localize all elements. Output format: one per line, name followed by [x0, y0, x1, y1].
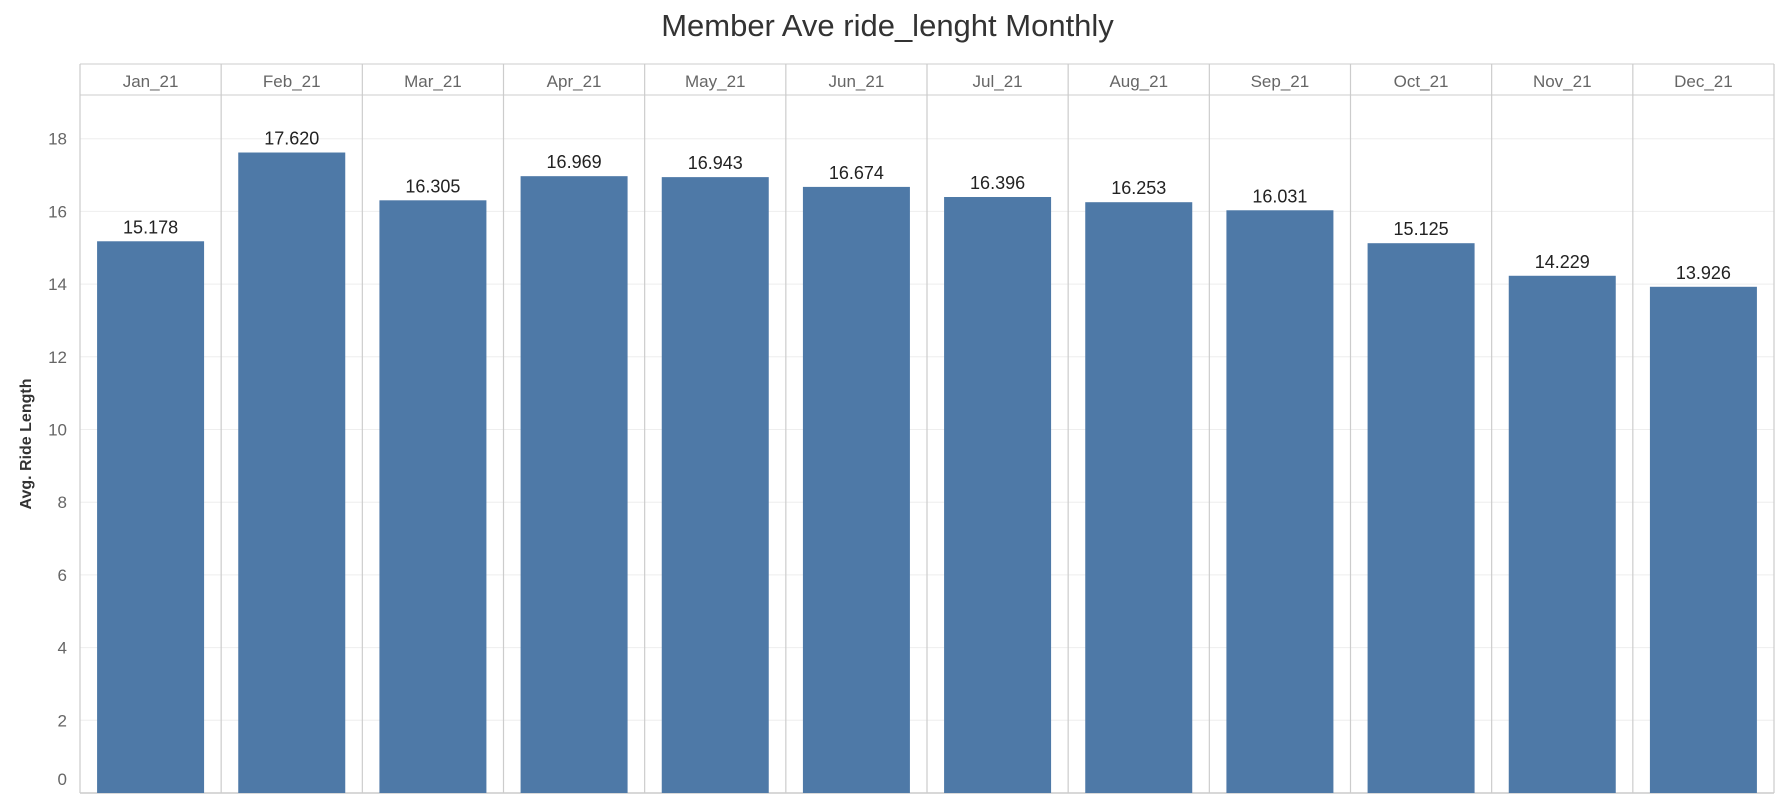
data-label: 13.926: [1676, 263, 1731, 283]
data-label: 16.969: [547, 152, 602, 172]
bar-sep-21: [1226, 210, 1334, 794]
y-tick-label: 14: [48, 275, 67, 294]
column-header: Mar_21: [404, 72, 462, 91]
column-header: Aug_21: [1109, 72, 1168, 91]
chart-title: Member Ave ride_lenght Monthly: [661, 8, 1114, 43]
data-label: 15.178: [123, 217, 178, 237]
column-header: Feb_21: [263, 72, 321, 91]
column-header: Jan_21: [123, 72, 179, 91]
data-label: 14.229: [1535, 252, 1590, 272]
y-tick-label: 6: [58, 566, 67, 585]
y-tick-label: 4: [58, 639, 67, 658]
y-axis-ticks: 0 2 4 6 8 10 12 14 16 18: [48, 130, 67, 789]
column-header: Sep_21: [1251, 72, 1310, 91]
bar-nov-21: [1508, 275, 1616, 793]
column-header: Nov_21: [1533, 72, 1592, 91]
data-label: 15.125: [1394, 219, 1449, 239]
data-label: 16.031: [1252, 186, 1307, 206]
bar-jun-21: [802, 186, 910, 794]
y-tick-label: 8: [58, 493, 67, 512]
column-header: Oct_21: [1394, 72, 1449, 91]
bar-oct-21: [1367, 243, 1475, 794]
bar-jan-21: [97, 241, 205, 794]
column-header: Dec_21: [1674, 72, 1733, 91]
bar-apr-21: [520, 176, 628, 793]
column-header: Jul_21: [973, 72, 1023, 91]
bar-feb-21: [238, 152, 346, 793]
bar-may-21: [661, 177, 769, 793]
bar-jul-21: [944, 197, 1052, 794]
data-label: 17.620: [264, 129, 319, 149]
data-label: 16.943: [688, 153, 743, 173]
y-tick-label: 18: [48, 130, 67, 149]
column-header: Apr_21: [547, 72, 602, 91]
bar-aug-21: [1085, 202, 1193, 794]
bar-dec-21: [1649, 286, 1757, 793]
y-tick-label: 10: [48, 421, 67, 440]
data-label: 16.305: [405, 176, 460, 196]
data-labels: 15.178 17.620 16.305 16.969 16.943 16.674 16.3…: [123, 129, 1731, 283]
column-header: Jun_21: [829, 72, 885, 91]
y-tick-label: 0: [58, 770, 67, 789]
data-label: 16.253: [1111, 178, 1166, 198]
data-label: 16.674: [829, 163, 884, 183]
y-tick-label: 2: [58, 711, 67, 730]
data-label: 16.396: [970, 173, 1025, 193]
y-tick-label: 12: [48, 348, 67, 367]
y-axis-label: Avg. Ride Length: [18, 379, 35, 510]
bars: [97, 152, 1757, 794]
column-headers: Jan_21 Feb_21 Mar_21 Apr_21 May_21 Jun_21 Jul_…: [123, 72, 1733, 91]
chart-frame: [79, 63, 1775, 794]
bar-mar-21: [379, 200, 487, 794]
column-header: May_21: [685, 72, 745, 91]
y-tick-label: 16: [48, 202, 67, 221]
